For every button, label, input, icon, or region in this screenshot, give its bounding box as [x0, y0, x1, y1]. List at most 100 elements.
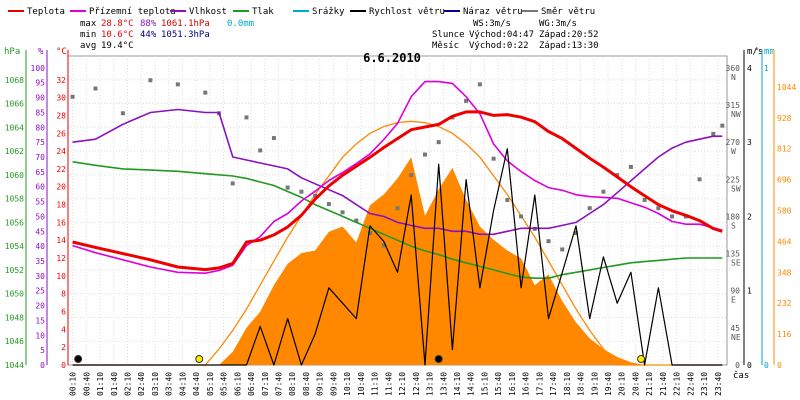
astro-block: WS:3m/s WG:3m/s Slunce Východ:04:47 Zápa… [432, 19, 599, 51]
stat-max-rain: 0.0mm [227, 19, 254, 29]
axis-unit-label: % [38, 47, 44, 57]
axis-tick-label: 26 [56, 129, 66, 138]
time-tick-label: 05:40 [220, 372, 229, 396]
time-tick-label: 02:10 [123, 372, 132, 396]
stat-max-hum: 88% [140, 19, 157, 29]
time-tick-label: 17:10 [535, 372, 544, 396]
legend-label: Vlhkost [189, 7, 227, 17]
direction-tick-label: 135 [726, 250, 741, 259]
ws-label: WS:3m/s [473, 19, 511, 29]
radiation-tick-label: 580 [777, 207, 792, 216]
direction-compass-label: N [731, 73, 736, 82]
time-tick-label: 05:10 [206, 372, 215, 396]
legend-label: Teplota [27, 7, 65, 17]
stat-max-press: 1061.1hPa [161, 19, 210, 29]
axis-tick-label: 55 [35, 198, 45, 207]
time-tick-label: 06:10 [233, 372, 242, 396]
time-tick-label: 16:40 [522, 372, 531, 396]
wind-direction-point [477, 82, 482, 87]
series-line-Tlak [72, 161, 723, 279]
series-line-Vlhkost [72, 108, 723, 236]
wind-direction-point [436, 140, 441, 145]
sun-rise: Východ:04:47 [469, 30, 534, 40]
time-tick-label: 13:10 [426, 372, 435, 396]
stat-min-temp: 10.6°C [101, 30, 134, 40]
time-tick-label: 23:10 [700, 372, 709, 396]
time-tick-label: 23:40 [714, 372, 723, 396]
wind-direction-point [491, 156, 496, 161]
direction-compass-label: NE [731, 333, 741, 342]
markers-layer [74, 355, 646, 363]
wind-direction-point [271, 136, 276, 141]
time-tick-label: 22:10 [673, 372, 682, 396]
direction-tick-label: 225 [726, 175, 741, 184]
direction-tick-label: 0 [735, 361, 740, 370]
axis-tick-label: 35 [35, 257, 45, 266]
wind-tick-label: 1 [747, 287, 752, 296]
axis-tick-label: 1048 [5, 313, 24, 322]
axis-tick-label: 1064 [5, 123, 24, 132]
wind-direction-point [601, 189, 606, 194]
axis-tick-label: 20 [56, 183, 66, 192]
wind-direction-point [720, 123, 725, 128]
radiation-tick-label: 464 [777, 237, 792, 246]
wind-direction-point [395, 206, 400, 211]
time-tick-label: 19:10 [590, 372, 599, 396]
time-tick-label: 14:40 [467, 372, 476, 396]
time-tick-label: 18:40 [577, 372, 586, 396]
wind-direction-point [148, 78, 153, 83]
wind-direction-point [519, 214, 524, 219]
wind-direction-point [258, 148, 263, 153]
rain-unit-label: mm [764, 47, 775, 57]
sunrise-marker [195, 355, 204, 363]
axis-tick-label: 6 [61, 308, 66, 317]
legend: Teplota Přízemní teplota Vlhkost Tlak Srážky… [8, 7, 595, 17]
radiation-tick-label: 812 [777, 145, 792, 154]
moon-set: Západ:13:30 [539, 41, 599, 51]
wind-direction-point [546, 239, 551, 244]
wind-direction-point [244, 115, 249, 120]
axis-tick-label: 30 [56, 94, 66, 103]
time-tick-label: 07:40 [275, 372, 284, 396]
time-tick-label: 10:10 [343, 372, 352, 396]
wind-direction-point [120, 111, 125, 116]
stats-block: max 28.8°C 88% 1061.1hPa 0.0mm min 10.6°… [80, 19, 254, 51]
axis-tick-label: 1058 [5, 195, 24, 204]
axis-tick-label: 1060 [5, 171, 24, 180]
axis-unit-label: °C [56, 47, 67, 57]
wind-direction-point [711, 131, 716, 136]
sunset-marker [637, 355, 646, 363]
time-tick-label: 17:40 [549, 372, 558, 396]
series-line-Teplota [72, 110, 723, 272]
time-tick-label: 18:10 [563, 372, 572, 396]
axis-tick-label: 25 [35, 287, 45, 296]
axis-tick-label: 30 [35, 272, 45, 281]
direction-tick-label: 180 [726, 212, 741, 221]
axis-tick-label: 8 [61, 290, 66, 299]
wind-direction-point [656, 206, 661, 211]
wind-direction-point [560, 247, 565, 252]
axis-tick-label: 1066 [5, 100, 24, 109]
axis-tick-label: 45 [35, 227, 45, 236]
wind-direction-point [464, 98, 469, 103]
axis-tick-label: 22 [56, 165, 66, 174]
time-tick-label: 07:10 [261, 372, 270, 396]
time-tick-label: 08:40 [302, 372, 311, 396]
time-tick-label: 01:10 [96, 372, 105, 396]
wind-tick-label: 4 [747, 64, 752, 73]
legend-label: Rychlost větru [369, 7, 445, 17]
wind-direction-point [505, 197, 510, 202]
sun-label: Slunce [432, 30, 465, 40]
direction-compass-label: SE [731, 259, 741, 268]
wind-direction-point [573, 230, 578, 235]
radiation-tick-label: 348 [777, 268, 792, 277]
axis-tick-label: 85 [35, 108, 45, 117]
wind-direction-point [93, 86, 98, 91]
time-tick-label: 11:10 [371, 372, 380, 396]
wind-direction-point [422, 152, 427, 157]
direction-tick-label: 270 [726, 138, 741, 147]
axis-tick-label: 14 [56, 236, 66, 245]
axis-tick-label: 70 [35, 153, 45, 162]
axis-tick-label: 1068 [5, 76, 24, 85]
